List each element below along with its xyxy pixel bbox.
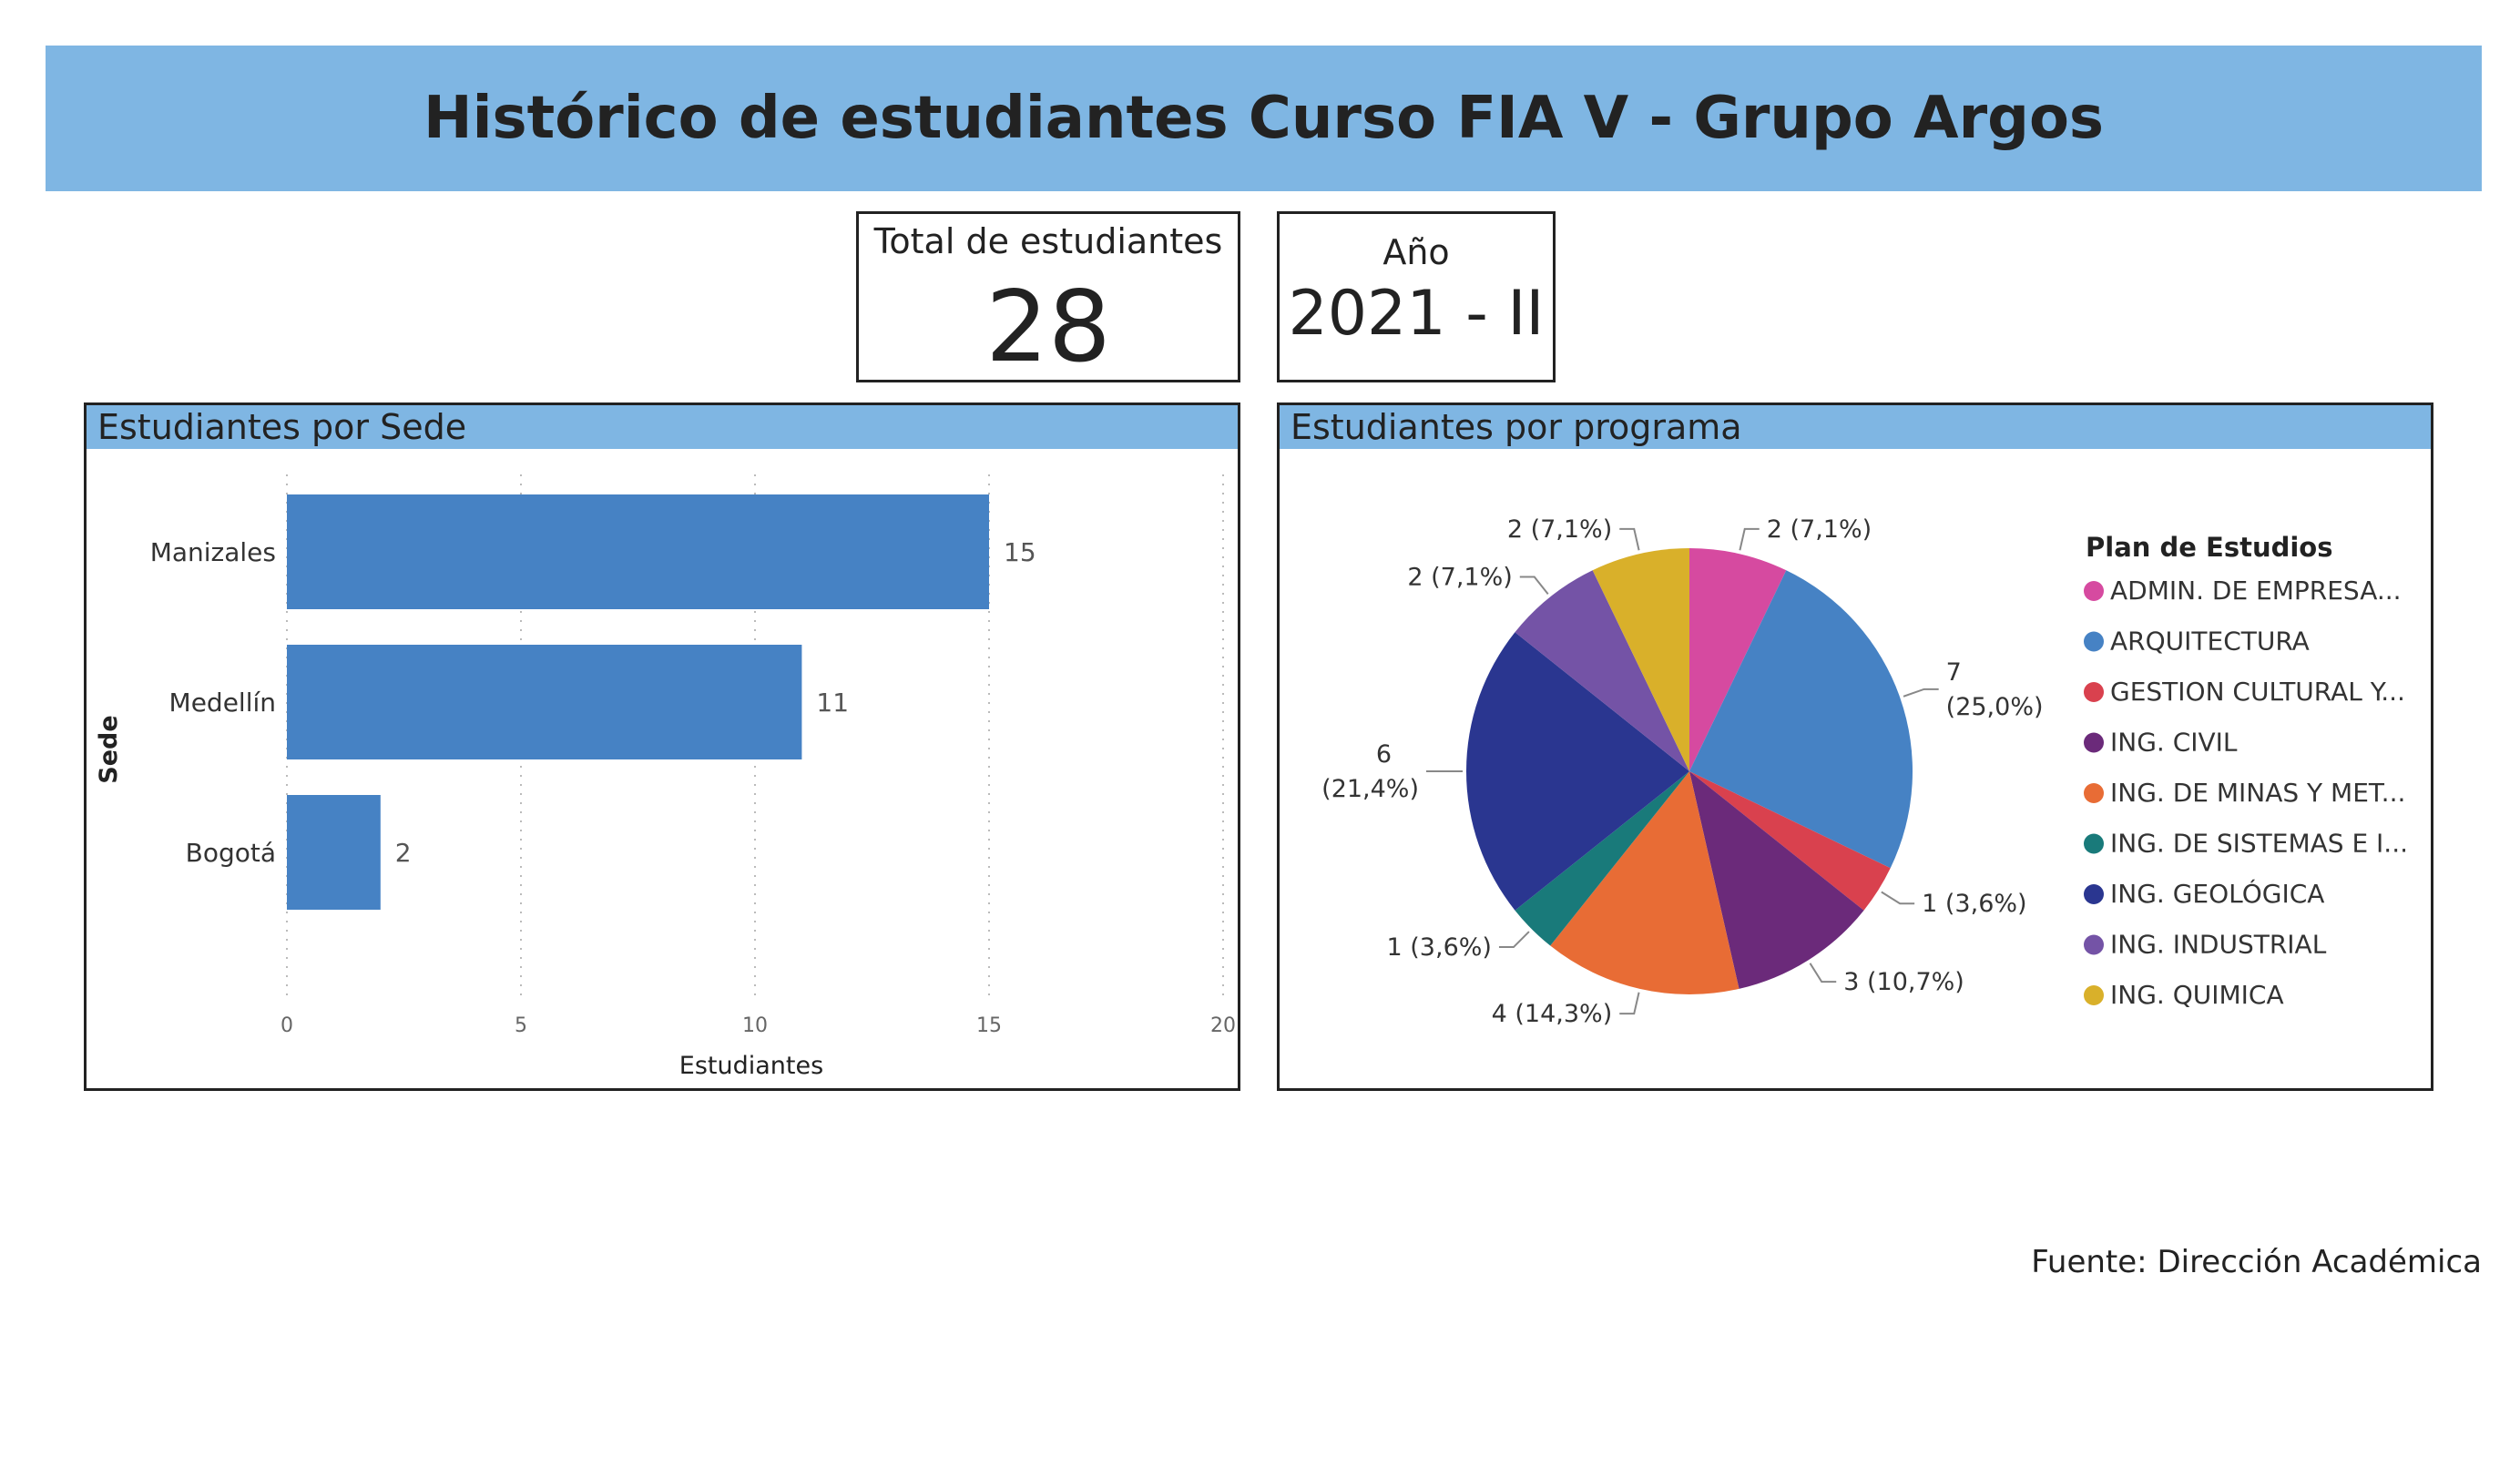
pie-leader-line xyxy=(1809,963,1837,983)
total-students-card[interactable]: Total de estudiantes 28 xyxy=(856,211,1240,384)
pie-slice[interactable] xyxy=(1466,632,1689,911)
pie-leader-line xyxy=(1903,688,1939,698)
legend-item[interactable]: ING. QUIMICA xyxy=(2110,980,2284,1010)
bar-y-axis-title: Sede xyxy=(95,715,123,783)
total-students-value: 28 xyxy=(985,270,1111,384)
year-value: 2021 - II xyxy=(1288,278,1545,350)
pie-data-label: 3 (10,7%) xyxy=(1843,968,1964,996)
bar-manizales[interactable] xyxy=(287,494,989,609)
bar-x-axis-title: Estudiantes xyxy=(679,1052,823,1080)
legend-marker xyxy=(2084,732,2104,753)
legend-marker xyxy=(2084,631,2104,652)
bar-bogotá[interactable] xyxy=(287,795,381,910)
legend-item[interactable]: ING. GEOLÓGICA xyxy=(2110,878,2324,909)
bar-x-tick: 0 xyxy=(281,1014,293,1037)
legend-marker xyxy=(2084,682,2104,702)
pie-slice[interactable] xyxy=(1689,771,1891,911)
pie-chart-panel[interactable]: Estudiantes por programa 2 (7,1%) 7 (25,0%… xyxy=(1277,402,2433,1091)
pie-slice[interactable] xyxy=(1550,771,1740,994)
source-note: Fuente: Dirección Académica xyxy=(2031,1244,2482,1280)
legend-marker xyxy=(2084,783,2104,803)
legend-marker xyxy=(2084,581,2104,601)
pie-chart: 2 (7,1%) 7 (25,0%) 1 (3,6%) 3 (10,7%) 4 (14,3… xyxy=(1321,515,2408,1028)
year-card[interactable]: Año 2021 - II xyxy=(1277,211,1556,382)
legend-marker xyxy=(2084,833,2104,854)
legend-marker xyxy=(2084,884,2104,904)
pie-leader-line xyxy=(1498,931,1530,949)
legend-item[interactable]: ING. CIVIL xyxy=(2110,728,2238,758)
legend-item[interactable]: ARQUITECTURA xyxy=(2110,627,2310,657)
pie-data-labels: 2 (7,1%) 7 (25,0%) 1 (3,6%) 3 (10,7%) 4 (14,3… xyxy=(1321,515,2043,1028)
bar-medellín[interactable] xyxy=(287,645,802,759)
pie-data-label: 1 (3,6%) xyxy=(1387,933,1492,962)
bar-x-tick: 20 xyxy=(1210,1014,1236,1037)
legend-item[interactable]: GESTION CULTURAL Y... xyxy=(2110,677,2405,707)
pie-value-label: 7 xyxy=(1946,658,1962,687)
pie-leader-line xyxy=(1619,992,1640,1015)
bar-x-ticks: 0 5 10 15 20 xyxy=(281,1014,1236,1037)
pie-data-label: 4 (14,3%) xyxy=(1492,1000,1613,1028)
pie-chart-header: Estudiantes por programa xyxy=(1280,405,2431,449)
bar-category-label: Manizales xyxy=(150,537,276,567)
bar-series xyxy=(287,494,989,910)
pie-value-label: 6 xyxy=(1376,740,1392,769)
bar-value-label: 11 xyxy=(816,688,849,718)
bar-category-label: Medellín xyxy=(169,688,276,718)
pie-slice[interactable] xyxy=(1689,570,1913,869)
pie-slice[interactable] xyxy=(1689,548,1787,771)
pie-data-label: 2 (7,1%) xyxy=(1507,515,1612,544)
legend-title: Plan de Estudios xyxy=(2086,532,2333,563)
pie-slice[interactable] xyxy=(1515,771,1689,946)
bar-chart-panel[interactable]: Estudiantes por Sede Manizales Medellín Bo… xyxy=(84,402,1240,1091)
pie-leader-line xyxy=(1739,527,1760,551)
pie-slice[interactable] xyxy=(1592,548,1689,771)
pie-data-label: 2 (7,1%) xyxy=(1767,515,1872,544)
bar-x-tick: 15 xyxy=(976,1014,1002,1037)
page-title: Histórico de estudiantes Curso FIA V - G… xyxy=(423,85,2104,152)
pie-leader-lines xyxy=(1426,527,1939,1015)
pie-data-label: 1 (3,6%) xyxy=(1922,890,2026,918)
bar-value-label: 15 xyxy=(1004,537,1036,567)
bar-chart: Manizales Medellín Bogotá 15 11 2 0 5 10 15 20 E… xyxy=(95,474,1236,1080)
bar-chart-title: Estudiantes por Sede xyxy=(97,407,467,447)
pie-slices xyxy=(1466,548,1913,994)
bar-x-tick: 5 xyxy=(515,1014,527,1037)
legend-marker xyxy=(2084,985,2104,1005)
bar-category-label: Bogotá xyxy=(186,838,276,868)
legend-item[interactable]: ING. DE MINAS Y MET... xyxy=(2110,778,2405,808)
pie-percent-label: (21,4%) xyxy=(1321,775,1419,803)
year-label: Año xyxy=(1382,232,1450,272)
pie-chart-title: Estudiantes por programa xyxy=(1291,407,1742,447)
bar-category-labels: Manizales Medellín Bogotá xyxy=(150,537,276,868)
pie-leader-line xyxy=(1519,576,1549,595)
title-banner: Histórico de estudiantes Curso FIA V - G… xyxy=(46,46,2482,191)
legend-marker xyxy=(2084,934,2104,955)
legend-item[interactable]: ING. DE SISTEMAS E I... xyxy=(2110,829,2408,859)
pie-slice[interactable] xyxy=(1515,570,1689,771)
total-students-label: Total de estudiantes xyxy=(873,221,1223,261)
pie-data-label: 2 (7,1%) xyxy=(1407,564,1512,592)
pie-leader-line xyxy=(1881,891,1915,905)
bar-x-tick: 10 xyxy=(742,1014,768,1037)
pie-legend: Plan de Estudios ADMIN. DE EMPRESA... ARQ… xyxy=(2084,532,2408,1010)
legend-item[interactable]: ING. INDUSTRIAL xyxy=(2110,930,2327,960)
bar-value-label: 2 xyxy=(395,838,412,868)
pie-leader-line xyxy=(1619,527,1640,551)
pie-slice[interactable] xyxy=(1689,771,1864,989)
bar-chart-header: Estudiantes por Sede xyxy=(87,405,1238,449)
pie-percent-label: (25,0%) xyxy=(1946,693,2044,721)
bar-data-labels: 15 11 2 xyxy=(395,537,1036,868)
legend-item[interactable]: ADMIN. DE EMPRESA... xyxy=(2110,576,2402,606)
